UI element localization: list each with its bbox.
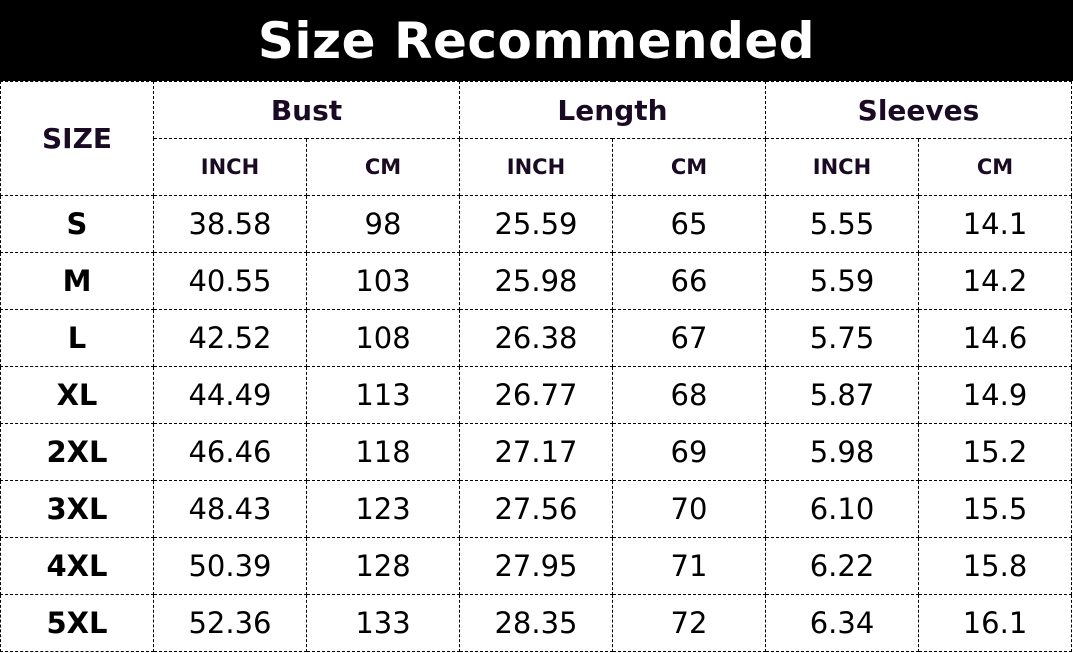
value-cell: 44.49 [153,366,307,424]
value-cell: 52.36 [153,594,307,652]
value-cell: 27.17 [459,423,613,481]
size-cell: 2XL [0,423,154,481]
unit-header: CM [612,138,766,196]
table-row: 5XL 52.36 133 28.35 72 6.34 16.1 [0,594,1072,652]
value-cell: 108 [306,309,460,367]
value-cell: 25.98 [459,252,613,310]
table-row: M 40.55 103 25.98 66 5.59 14.2 [0,252,1072,310]
value-cell: 28.35 [459,594,613,652]
value-cell: 50.39 [153,537,307,595]
size-cell: S [0,195,154,253]
value-cell: 15.2 [918,423,1072,481]
value-cell: 15.5 [918,480,1072,538]
size-cell: 3XL [0,480,154,538]
value-cell: 27.95 [459,537,613,595]
table-row: L 42.52 108 26.38 67 5.75 14.6 [0,309,1072,367]
unit-header-row: INCH CM INCH CM INCH CM [1,138,1072,196]
value-cell: 46.46 [153,423,307,481]
value-cell: 14.9 [918,366,1072,424]
table-row: S 38.58 98 25.59 65 5.55 14.1 [0,195,1072,253]
value-cell: 69 [612,423,766,481]
value-cell: 5.98 [765,423,919,481]
value-cell: 67 [612,309,766,367]
table-row: 2XL 46.46 118 27.17 69 5.98 15.2 [0,423,1072,481]
bust-header: Bust [153,81,460,139]
value-cell: 128 [306,537,460,595]
value-cell: 40.55 [153,252,307,310]
value-cell: 27.56 [459,480,613,538]
value-cell: 70 [612,480,766,538]
value-cell: 16.1 [918,594,1072,652]
size-cell: 5XL [0,594,154,652]
size-header: SIZE [0,81,154,196]
value-cell: 48.43 [153,480,307,538]
sleeves-header: Sleeves [765,81,1072,139]
value-cell: 133 [306,594,460,652]
unit-header: INCH [153,138,307,196]
value-cell: 66 [612,252,766,310]
value-cell: 5.87 [765,366,919,424]
value-cell: 6.22 [765,537,919,595]
value-cell: 5.59 [765,252,919,310]
value-cell: 14.2 [918,252,1072,310]
value-cell: 65 [612,195,766,253]
value-cell: 26.77 [459,366,613,424]
value-cell: 15.8 [918,537,1072,595]
table-row: XL 44.49 113 26.77 68 5.87 14.9 [0,366,1072,424]
value-cell: 6.34 [765,594,919,652]
length-header: Length [459,81,766,139]
table-row: 4XL 50.39 128 27.95 71 6.22 15.8 [0,537,1072,595]
value-cell: 5.75 [765,309,919,367]
size-cell: L [0,309,154,367]
size-cell: M [0,252,154,310]
value-cell: 118 [306,423,460,481]
value-cell: 72 [612,594,766,652]
value-cell: 113 [306,366,460,424]
value-cell: 6.10 [765,480,919,538]
group-header-row: SIZE Bust Length Sleeves [0,81,1072,196]
unit-header: INCH [459,138,613,196]
value-cell: 26.38 [459,309,613,367]
value-cell: 14.6 [918,309,1072,367]
value-cell: 68 [612,366,766,424]
table-row: 3XL 48.43 123 27.56 70 6.10 15.5 [0,480,1072,538]
unit-header: INCH [765,138,919,196]
value-cell: 123 [306,480,460,538]
value-cell: 98 [306,195,460,253]
value-cell: 14.1 [918,195,1072,253]
size-cell: 4XL [0,537,154,595]
value-cell: 103 [306,252,460,310]
value-cell: 71 [612,537,766,595]
value-cell: 5.55 [765,195,919,253]
size-table: SIZE Bust Length Sleeves INCH CM INCH CM… [0,81,1072,652]
value-cell: 25.59 [459,195,613,253]
size-cell: XL [0,366,154,424]
unit-header: CM [918,138,1072,196]
page-title: Size Recommended [0,0,1073,81]
value-cell: 38.58 [153,195,307,253]
value-cell: 42.52 [153,309,307,367]
unit-header: CM [306,138,460,196]
